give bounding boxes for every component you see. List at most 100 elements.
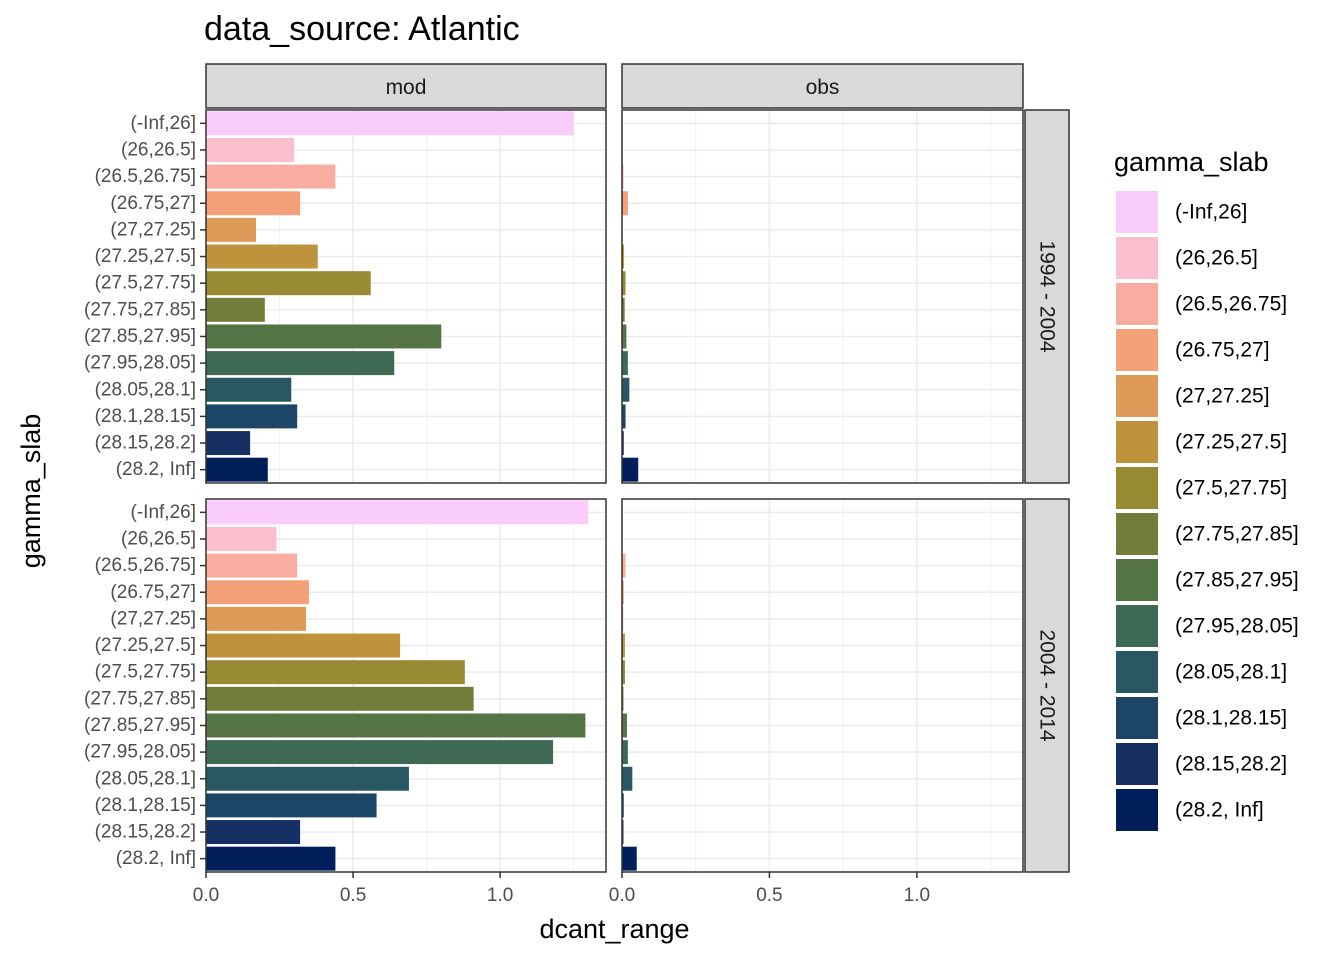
legend-label-13: (28.15,28.2]	[1175, 753, 1287, 776]
legend-label-8: (27.75,27.85]	[1175, 523, 1299, 546]
x-axis-title: dcant_range	[539, 914, 689, 944]
x-tick-label: 1.0	[904, 885, 930, 906]
y-tick-label: (27.5,27.75]	[95, 273, 196, 294]
bar-obs-1-14	[622, 457, 639, 482]
y-tick-label: (27.95,28.05]	[84, 353, 196, 374]
bar-obs-1-10	[622, 351, 628, 376]
y-tick-label: (26.75,27]	[110, 582, 196, 603]
y-tick-label: (28.15,28.2]	[95, 433, 196, 454]
legend-label-9: (27.85,27.95]	[1175, 569, 1299, 592]
bar-obs-2-3	[622, 553, 626, 578]
bar-obs-2-6	[622, 633, 625, 658]
bar-mod-1-14	[206, 457, 268, 482]
legend-label-4: (26.75,27]	[1175, 339, 1270, 362]
bar-mod-2-5	[206, 606, 306, 631]
facet-label-row-2: 2004 - 2014	[1036, 629, 1059, 741]
y-tick-label: (-Inf,26]	[131, 113, 196, 134]
y-tick-label: (27.75,27.85]	[84, 688, 196, 709]
panel-border-obs-2	[621, 498, 1024, 873]
y-tick-label: (28.15,28.2]	[95, 822, 196, 843]
legend-key-14	[1116, 789, 1158, 831]
bar-mod-2-11	[206, 766, 409, 791]
facet-label-mod: mod	[386, 76, 427, 99]
legend-label-2: (26,26.5]	[1175, 247, 1258, 270]
facet-strip-mod	[205, 63, 607, 109]
bar-mod-2-3	[206, 553, 298, 578]
facet-label-obs: obs	[806, 76, 840, 99]
bar-mod-2-1	[206, 500, 589, 525]
legend-key-11	[1116, 651, 1158, 693]
bar-mod-2-4	[206, 580, 309, 605]
y-tick-label: (27.85,27.95]	[84, 326, 196, 347]
x-tick-label: 0.5	[756, 885, 782, 906]
legend-label-10: (27.95,28.05]	[1175, 615, 1299, 638]
y-axis-title: gamma_slab	[16, 414, 46, 569]
panel-border-mod-1	[205, 109, 607, 484]
legend-label-6: (27.25,27.5]	[1175, 431, 1287, 454]
legend-key-2	[1116, 237, 1158, 279]
legend-key-4	[1116, 329, 1158, 371]
legend-label-11: (28.05,28.1]	[1175, 661, 1287, 684]
bar-obs-2-7	[622, 660, 625, 685]
bar-mod-2-12	[206, 793, 377, 818]
bar-obs-1-6	[622, 244, 625, 269]
bar-mod-1-8	[206, 297, 265, 322]
y-tick-label: (27.75,27.85]	[84, 299, 196, 320]
y-tick-label: (27.85,27.95]	[84, 715, 196, 736]
legend-key-1	[1116, 191, 1158, 233]
legend-key-5	[1116, 375, 1158, 417]
x-tick-label: 1.0	[487, 885, 513, 906]
legend-key-10	[1116, 605, 1158, 647]
legend-title: gamma_slab	[1114, 147, 1269, 177]
bar-obs-1-8	[622, 297, 625, 322]
panel-border-mod-2	[205, 498, 607, 873]
x-tick-label: 0.0	[193, 885, 219, 906]
bar-mod-1-7	[206, 271, 371, 296]
y-tick-label: (28.05,28.1]	[95, 379, 196, 400]
chart-title: data_source: Atlantic	[204, 10, 520, 48]
legend-label-5: (27,27.25]	[1175, 385, 1270, 408]
bar-mod-2-8	[206, 686, 474, 711]
bar-obs-2-14	[622, 846, 637, 871]
legend-label-14: (28.2, Inf]	[1175, 799, 1264, 822]
legend-key-7	[1116, 467, 1158, 509]
legend-key-3	[1116, 283, 1158, 325]
bar-obs-1-13	[622, 431, 624, 456]
y-tick-label: (28.1,28.15]	[95, 795, 196, 816]
bar-mod-1-4	[206, 191, 301, 216]
y-tick-label: (28.2, Inf]	[116, 459, 196, 480]
y-tick-label: (26.75,27]	[110, 193, 196, 214]
y-tick-label: (27,27.25]	[110, 219, 196, 240]
y-tick-label: (27.25,27.5]	[95, 635, 196, 656]
y-tick-label: (27.95,28.05]	[84, 742, 196, 763]
x-tick-label: 0.0	[609, 885, 635, 906]
facet-label-row-1: 1994 - 2004	[1036, 240, 1059, 352]
legend-key-9	[1116, 559, 1158, 601]
panel-border-obs-1	[621, 109, 1024, 484]
y-tick-label: (27.25,27.5]	[95, 246, 196, 267]
facet-strip-obs	[621, 63, 1024, 109]
legend-label-3: (26.5,26.75]	[1175, 293, 1287, 316]
bar-obs-2-9	[622, 713, 628, 738]
y-tick-label: (26.5,26.75]	[95, 166, 196, 187]
y-tick-label: (28.2, Inf]	[116, 848, 196, 869]
bar-mod-1-2	[206, 137, 295, 162]
y-tick-label: (26,26.5]	[121, 528, 196, 549]
bar-mod-1-12	[206, 404, 298, 429]
bar-obs-1-9	[622, 324, 627, 349]
bar-mod-2-14	[206, 846, 336, 871]
legend-label-7: (27.5,27.75]	[1175, 477, 1287, 500]
bar-obs-2-12	[622, 793, 624, 818]
bar-mod-1-1	[206, 111, 574, 136]
bar-mod-2-7	[206, 660, 465, 685]
bar-mod-1-10	[206, 351, 395, 376]
bar-mod-1-6	[206, 244, 318, 269]
bar-obs-1-11	[622, 377, 630, 402]
bar-mod-2-13	[206, 820, 301, 845]
legend-key-12	[1116, 697, 1158, 739]
bar-obs-2-11	[622, 766, 633, 791]
bar-mod-1-13	[206, 431, 251, 456]
y-tick-label: (28.1,28.15]	[95, 406, 196, 427]
legend-key-6	[1116, 421, 1158, 463]
